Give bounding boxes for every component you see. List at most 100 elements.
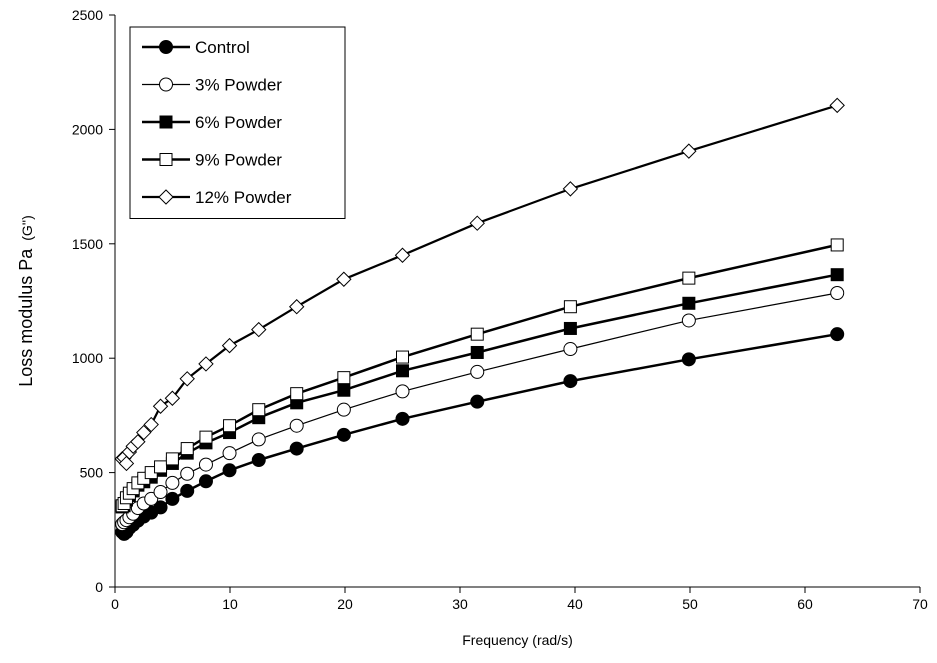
data-point xyxy=(144,491,159,506)
data-point xyxy=(179,371,195,387)
y-axis-title-main: Loss modulus Pa xyxy=(16,248,36,387)
data-point xyxy=(395,384,410,399)
data-point xyxy=(396,364,409,378)
data-point xyxy=(681,313,696,328)
x-tick-label: 50 xyxy=(682,596,698,612)
series-line xyxy=(121,292,838,525)
data-point xyxy=(562,181,579,197)
plot-area: 0 10 20 30 40 50 60 70 0 500 1000 1500 2000 2500 xyxy=(72,7,928,612)
legend-entry: 3% Powder xyxy=(142,76,282,95)
data-point xyxy=(563,321,577,335)
legend-entry: Control xyxy=(142,38,250,57)
data-point xyxy=(682,296,696,310)
data-point xyxy=(830,327,845,342)
data-point xyxy=(830,285,845,300)
data-point xyxy=(396,350,409,364)
data-point xyxy=(136,424,152,441)
legend-label: 3% Powder xyxy=(195,76,282,95)
data-point xyxy=(223,419,237,433)
data-point xyxy=(165,491,180,506)
legend-label: Control xyxy=(195,38,250,57)
legend-marker xyxy=(158,189,174,205)
data-point xyxy=(290,387,304,401)
data-point xyxy=(252,403,266,417)
data-point xyxy=(153,500,168,515)
data-point xyxy=(251,453,266,468)
legend-marker xyxy=(159,115,173,129)
data-point xyxy=(143,416,159,433)
data-point xyxy=(470,394,485,409)
data-point xyxy=(130,434,146,450)
data-point xyxy=(289,441,304,456)
data-point xyxy=(165,452,179,466)
series-layer xyxy=(114,97,845,541)
x-tick-label: 40 xyxy=(567,596,583,612)
data-point xyxy=(830,238,844,252)
data-point xyxy=(180,442,194,456)
data-point xyxy=(829,97,845,114)
legend-label: 6% Powder xyxy=(195,113,282,132)
x-tick-label: 20 xyxy=(337,596,353,612)
series-4 xyxy=(115,238,844,513)
data-point xyxy=(118,455,135,472)
series-1 xyxy=(115,327,845,541)
y-tick-label: 0 xyxy=(95,579,103,595)
legend-marker xyxy=(159,40,173,54)
data-point xyxy=(180,466,195,481)
data-point xyxy=(289,418,304,433)
y-tick-label: 2500 xyxy=(72,7,103,23)
data-point xyxy=(198,356,214,372)
legend: Control 3% Powder 6% Powder 9% Powder 12% Po… xyxy=(129,26,346,219)
data-point xyxy=(153,485,168,500)
y-axis-title: Loss modulus Pa (G'') xyxy=(16,215,36,387)
data-point xyxy=(336,402,351,417)
data-point xyxy=(470,345,484,359)
data-point xyxy=(221,337,238,354)
data-point xyxy=(336,427,351,442)
data-point xyxy=(563,300,577,314)
series-2 xyxy=(115,285,845,532)
data-point xyxy=(251,432,266,447)
data-point xyxy=(165,475,180,490)
data-point xyxy=(469,215,485,231)
legend-entry: 12% Powder xyxy=(142,188,292,207)
data-point xyxy=(394,247,411,263)
data-point xyxy=(830,268,844,282)
data-point xyxy=(470,327,484,341)
data-point xyxy=(180,483,195,498)
x-tick-label: 10 xyxy=(222,596,238,612)
data-point xyxy=(681,352,696,367)
data-point xyxy=(563,374,578,389)
legend-entry: 6% Powder xyxy=(142,113,282,132)
y-axis-title-suffix: (G'') xyxy=(19,215,35,241)
legend-entry: 9% Powder xyxy=(142,151,282,170)
data-point xyxy=(164,390,181,406)
data-point xyxy=(681,143,697,159)
x-tick-label: 0 xyxy=(111,596,119,612)
data-point xyxy=(336,271,352,287)
data-point xyxy=(199,430,213,444)
x-tick-label: 30 xyxy=(452,596,468,612)
y-tick-label: 1500 xyxy=(72,236,103,252)
y-tick-label: 500 xyxy=(80,465,104,481)
x-tick-label: 70 xyxy=(912,596,928,612)
data-point xyxy=(470,364,485,379)
series-3 xyxy=(115,268,844,514)
y-tick-label: 1000 xyxy=(72,350,103,366)
legend-marker xyxy=(159,153,173,166)
data-point xyxy=(563,342,578,357)
data-point xyxy=(222,463,237,478)
legend-marker xyxy=(159,77,173,92)
legend-label: 9% Powder xyxy=(195,151,282,170)
x-ticks: 0 10 20 30 40 50 60 70 xyxy=(111,587,928,612)
data-point xyxy=(152,398,169,414)
data-point xyxy=(251,321,267,338)
data-point xyxy=(288,299,305,315)
data-point xyxy=(198,457,213,472)
series-5 xyxy=(114,97,845,472)
legend-items: Control 3% Powder 6% Powder 9% Powder 12% Po… xyxy=(142,38,292,207)
y-tick-label: 2000 xyxy=(72,121,103,137)
data-point xyxy=(337,371,351,385)
x-axis-title: Frequency (rad/s) xyxy=(462,632,572,648)
